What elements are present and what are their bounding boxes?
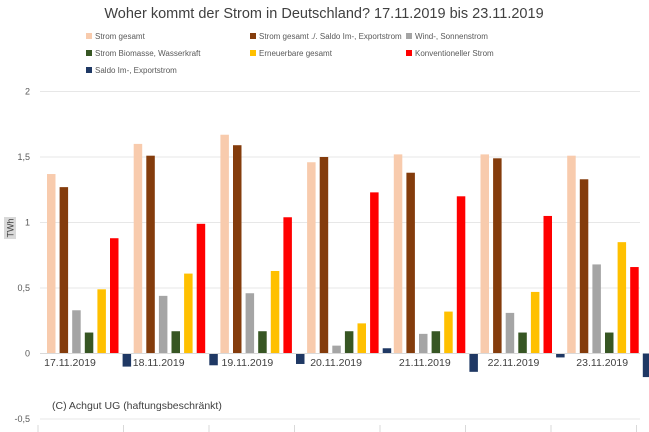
legend-swatch-strom-gesamt-saldo-im-exportstrom xyxy=(250,33,256,39)
legend-label-strom-gesamt-saldo-im-exportstrom: Strom gesamt ./. Saldo Im-, Exportstrom xyxy=(259,32,402,41)
bar-saldo-im-exportstrom-18.11.2019 xyxy=(209,353,218,366)
bars xyxy=(47,134,649,378)
bar-wind-sonnenstrom-22.11.2019 xyxy=(505,312,515,354)
category-label: 17.11.2019 xyxy=(44,357,96,369)
bar-strom-biomasse-wasserkraft-19.11.2019 xyxy=(258,331,267,354)
legend-label-konventioneller-strom: Konventioneller Strom xyxy=(415,49,494,58)
legend-label-saldo-im-exportstrom: Saldo Im-, Exportstrom xyxy=(95,66,177,75)
bar-erneuerbare-gesamt-21.11.2019 xyxy=(444,311,453,354)
category-label: 22.11.2019 xyxy=(488,357,540,369)
bar-wind-sonnenstrom-20.11.2019 xyxy=(332,345,341,354)
bar-strom-gesamt-20.11.2019 xyxy=(307,162,316,354)
bar-konventioneller-strom-23.11.2019 xyxy=(630,267,639,354)
bar-saldo-im-exportstrom-23.11.2019 xyxy=(642,353,649,378)
legend-label-wind-sonnenstrom: Wind-, Sonnenstrom xyxy=(415,32,488,41)
bar-strom-biomasse-wasserkraft-17.11.2019 xyxy=(84,332,94,354)
bar-wind-sonnenstrom-19.11.2019 xyxy=(245,293,255,354)
bar-strom-gesamt-saldo-im-exportstrom-21.11.2019 xyxy=(406,172,415,354)
legend-swatch-strom-gesamt xyxy=(86,33,92,39)
legend-swatch-strom-biomasse-wasserkraft xyxy=(86,50,92,56)
gridlines xyxy=(37,91,640,432)
bar-strom-gesamt-saldo-im-exportstrom-20.11.2019 xyxy=(319,157,329,354)
bar-wind-sonnenstrom-17.11.2019 xyxy=(72,310,81,354)
legend-label-strom-biomasse-wasserkraft: Strom Biomasse, Wasserkraft xyxy=(95,49,201,58)
bar-erneuerbare-gesamt-23.11.2019 xyxy=(617,242,627,354)
bar-strom-gesamt-23.11.2019 xyxy=(567,155,576,354)
bar-strom-gesamt-19.11.2019 xyxy=(220,134,229,354)
bar-strom-gesamt-saldo-im-exportstrom-19.11.2019 xyxy=(233,145,242,354)
legend-swatch-erneuerbare-gesamt xyxy=(250,50,256,56)
bar-strom-biomasse-wasserkraft-18.11.2019 xyxy=(171,331,180,354)
bar-strom-gesamt-22.11.2019 xyxy=(480,154,489,354)
bar-wind-sonnenstrom-21.11.2019 xyxy=(419,333,428,354)
bar-strom-gesamt-saldo-im-exportstrom-17.11.2019 xyxy=(59,187,69,354)
bar-wind-sonnenstrom-23.11.2019 xyxy=(592,264,601,354)
bar-erneuerbare-gesamt-19.11.2019 xyxy=(270,270,280,354)
chart-title: Woher kommt der Strom in Deutschland? 17… xyxy=(104,6,543,22)
bar-erneuerbare-gesamt-20.11.2019 xyxy=(357,323,366,354)
legend-swatch-wind-sonnenstrom xyxy=(406,33,412,39)
bar-strom-gesamt-saldo-im-exportstrom-18.11.2019 xyxy=(146,155,155,354)
bar-konventioneller-strom-17.11.2019 xyxy=(110,238,119,354)
bar-konventioneller-strom-21.11.2019 xyxy=(456,196,466,354)
y-tick-label: 1 xyxy=(25,218,30,228)
bar-konventioneller-strom-18.11.2019 xyxy=(196,223,206,354)
category-label: 19.11.2019 xyxy=(222,357,274,369)
bar-saldo-im-exportstrom-17.11.2019 xyxy=(122,353,132,367)
y-axis-ticks: -0,5 0 0,5 1 1,5 2 xyxy=(14,87,30,425)
bar-strom-gesamt-saldo-im-exportstrom-23.11.2019 xyxy=(579,179,589,354)
legend-swatch-konventioneller-strom xyxy=(406,50,412,56)
y-axis-label: TWh xyxy=(4,217,16,239)
bar-saldo-im-exportstrom-19.11.2019 xyxy=(296,353,305,364)
y-tick-label: 0,5 xyxy=(17,283,30,293)
bar-konventioneller-strom-19.11.2019 xyxy=(283,217,292,354)
category-label: 18.11.2019 xyxy=(133,357,185,369)
bar-erneuerbare-gesamt-18.11.2019 xyxy=(184,273,193,354)
bar-strom-biomasse-wasserkraft-23.11.2019 xyxy=(605,332,614,354)
bar-wind-sonnenstrom-18.11.2019 xyxy=(158,295,168,354)
category-label: 23.11.2019 xyxy=(576,357,628,369)
category-labels: 17.11.2019 18.11.2019 19.11.2019 20.11.2019… xyxy=(44,357,628,369)
bar-saldo-im-exportstrom-22.11.2019 xyxy=(556,353,565,358)
bar-strom-gesamt-saldo-im-exportstrom-22.11.2019 xyxy=(493,158,502,354)
bar-saldo-im-exportstrom-20.11.2019 xyxy=(382,348,392,354)
y-tick-label: -0,5 xyxy=(14,414,30,424)
y-tick-label: 2 xyxy=(25,87,30,97)
y-tick-label: 0 xyxy=(25,349,30,359)
legend: Strom gesamt Strom gesamt ./. Saldo Im-, … xyxy=(86,32,494,75)
bar-strom-biomasse-wasserkraft-21.11.2019 xyxy=(431,331,441,354)
bar-erneuerbare-gesamt-22.11.2019 xyxy=(530,291,540,354)
legend-swatch-saldo-im-exportstrom xyxy=(86,67,92,73)
legend-label-strom-gesamt: Strom gesamt xyxy=(95,32,146,41)
y-axis-label-text: TWh xyxy=(6,219,16,238)
bar-strom-gesamt-21.11.2019 xyxy=(393,154,403,354)
category-label: 21.11.2019 xyxy=(399,357,451,369)
bar-saldo-im-exportstrom-21.11.2019 xyxy=(469,353,478,372)
bar-strom-biomasse-wasserkraft-20.11.2019 xyxy=(344,331,354,354)
bar-konventioneller-strom-22.11.2019 xyxy=(543,215,552,354)
bar-konventioneller-strom-20.11.2019 xyxy=(370,192,379,354)
bar-erneuerbare-gesamt-17.11.2019 xyxy=(97,289,106,354)
category-label: 20.11.2019 xyxy=(310,357,362,369)
bar-strom-gesamt-18.11.2019 xyxy=(133,143,143,354)
y-axis-label-box xyxy=(4,217,16,239)
y-tick-label: 1,5 xyxy=(17,152,30,162)
bar-strom-gesamt-17.11.2019 xyxy=(47,174,56,354)
copyright-annotation: (C) Achgut UG (haftungsbeschränkt) xyxy=(52,400,222,412)
bar-strom-biomasse-wasserkraft-22.11.2019 xyxy=(518,332,527,354)
legend-label-erneuerbare-gesamt: Erneuerbare gesamt xyxy=(259,49,333,58)
